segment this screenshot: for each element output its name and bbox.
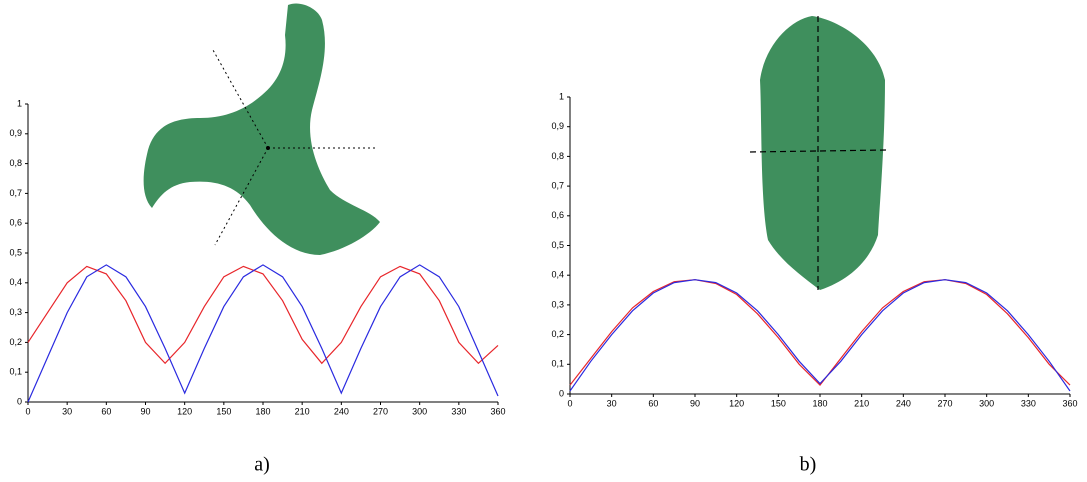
y-tick-label: 0,7 <box>9 188 22 198</box>
y-tick-label: 0,6 <box>551 210 564 220</box>
y-tick-label: 0,6 <box>9 218 22 228</box>
y-tick-label: 0,8 <box>551 151 564 161</box>
x-tick-label: 210 <box>295 406 310 416</box>
y-tick-label: 0,1 <box>9 367 22 377</box>
shape-a <box>143 3 380 255</box>
x-tick-label: 330 <box>1021 398 1036 408</box>
x-tick-label: 60 <box>101 406 111 416</box>
x-tick-label: 90 <box>690 398 700 408</box>
x-tick-label: 300 <box>412 406 427 416</box>
y-tick-label: 1 <box>17 98 22 108</box>
y-tick-label: 0,2 <box>9 337 22 347</box>
x-tick-label: 0 <box>25 406 30 416</box>
x-tick-label: 330 <box>451 406 466 416</box>
x-tick-label: 240 <box>896 398 911 408</box>
x-tick-label: 60 <box>648 398 658 408</box>
x-tick-label: 30 <box>607 398 617 408</box>
y-tick-label: 0,9 <box>551 121 564 131</box>
x-tick-label: 360 <box>490 406 505 416</box>
y-tick-label: 0,4 <box>9 277 22 287</box>
x-tick-label: 150 <box>216 406 231 416</box>
caption: b) <box>800 454 817 476</box>
shape-b <box>749 16 887 290</box>
y-tick-label: 0,3 <box>9 307 22 317</box>
y-tick-label: 0 <box>17 396 22 406</box>
series-line <box>27 265 499 365</box>
y-tick-label: 0,5 <box>551 240 564 250</box>
y-tick-label: 0,8 <box>9 158 22 168</box>
x-tick-label: 270 <box>937 398 952 408</box>
y-tick-label: 1 <box>559 91 564 101</box>
x-tick-label: 360 <box>1062 398 1077 408</box>
x-tick-label: 270 <box>373 406 388 416</box>
y-tick-label: 0,4 <box>551 270 564 280</box>
y-tick-label: 0,9 <box>9 128 22 138</box>
x-tick-label: 300 <box>979 398 994 408</box>
x-tick-label: 180 <box>255 406 270 416</box>
x-tick-label: 90 <box>140 406 150 416</box>
x-tick-label: 180 <box>812 398 827 408</box>
x-tick-label: 240 <box>334 406 349 416</box>
x-tick-label: 120 <box>729 398 744 408</box>
series-line <box>27 264 499 403</box>
x-tick-label: 150 <box>771 398 786 408</box>
y-tick-label: 0,2 <box>551 329 564 339</box>
series-line <box>569 279 1071 392</box>
x-tick-label: 120 <box>177 406 192 416</box>
caption: a) <box>254 454 270 476</box>
y-tick-label: 0,1 <box>551 359 564 369</box>
x-tick-label: 210 <box>854 398 869 408</box>
y-tick-label: 0,3 <box>551 299 564 309</box>
y-tick-label: 0,5 <box>9 247 22 257</box>
y-tick-label: 0 <box>559 388 564 398</box>
series-line <box>569 279 1071 387</box>
y-tick-label: 0,7 <box>551 180 564 190</box>
x-tick-label: 0 <box>567 398 572 408</box>
x-tick-label: 30 <box>62 406 72 416</box>
